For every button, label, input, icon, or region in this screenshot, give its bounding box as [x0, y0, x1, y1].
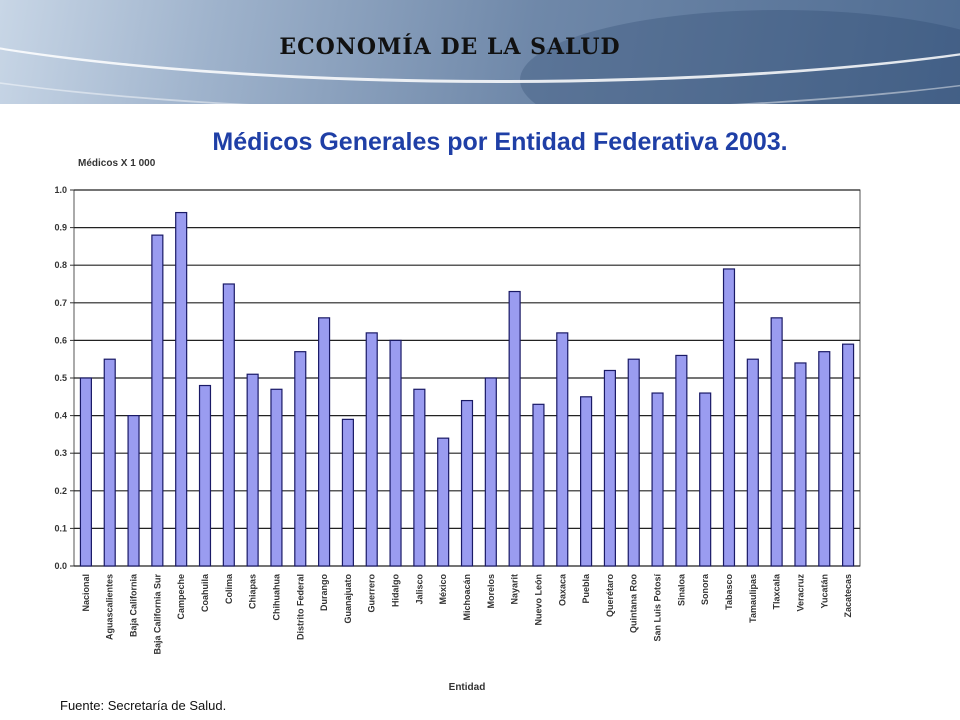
y-axis-label: Médicos X 1 000 [78, 158, 156, 169]
y-tick-label: 0.7 [54, 298, 67, 308]
x-tick-label: Puebla [581, 573, 591, 604]
x-tick-label: Quintana Roo [629, 574, 639, 633]
x-tick-label: Hidalgo [391, 573, 401, 607]
banner-title: ECONOMÍA DE LA SALUD [279, 34, 621, 60]
x-tick-label: Yucatán [819, 574, 829, 609]
bar-chihuahua [270, 388, 283, 567]
bar-nayarit [508, 290, 521, 567]
bar-méxico [437, 437, 450, 567]
bar-guerrero [365, 332, 378, 567]
bar-san-luis-potosí [651, 392, 664, 567]
x-tick-label: Baja California [129, 573, 139, 637]
bar-querétaro [603, 369, 616, 567]
x-tick-label: Aguascalientes [105, 574, 115, 640]
bar-veracruz [794, 362, 807, 567]
x-tick-label: Nacional [81, 574, 91, 612]
x-tick-label: Zacatecas [843, 574, 853, 618]
y-tick-label: 0.8 [54, 260, 67, 270]
y-tick-label: 0.1 [54, 523, 67, 533]
x-tick-label: Coahuila [200, 573, 210, 612]
bar-campeche [175, 211, 188, 567]
bar-baja-california [127, 415, 140, 567]
x-tick-label: Nayarit [510, 574, 520, 605]
x-tick-label: Chihuahua [271, 573, 281, 620]
tick-labels: 0.0 0.1 0.2 0.3 0.4 0.5 0.6 0.7 0.8 0.9 1.0 Naciona… [54, 185, 853, 655]
bar-aguascalientes [103, 358, 116, 567]
x-tick-label: Tamaulipas [748, 574, 758, 623]
bar-nacional [79, 377, 92, 567]
x-tick-label: Chiapas [248, 574, 258, 609]
chart-title: Médicos Generales por Entidad Federativa… [212, 128, 788, 156]
y-tick-label: 0.3 [54, 448, 67, 458]
bar-guanajuato [341, 418, 354, 567]
y-tick-label: 0.9 [54, 223, 67, 233]
x-tick-label: Jalisco [414, 574, 424, 605]
x-tick-label: Oaxaca [557, 573, 567, 606]
y-tick-label: 0.0 [54, 561, 67, 571]
y-tick-label: 0.2 [54, 486, 67, 496]
x-axis-label: Entidad [449, 682, 486, 693]
bar-colima [222, 283, 235, 567]
bar-baja-california-sur [151, 234, 164, 567]
bar-tlaxcala [770, 317, 783, 567]
bars [79, 211, 855, 567]
bar-distrito-federal [294, 351, 307, 567]
bar-hidalgo [389, 339, 402, 567]
bar-oaxaca [556, 332, 569, 567]
x-tick-label: Querétaro [605, 573, 615, 617]
bar-coahuila [198, 384, 212, 567]
bar-tamaulipas [746, 358, 759, 567]
y-tick-label: 1.0 [54, 185, 67, 195]
source-note: Fuente: Secretaría de Salud. [60, 698, 227, 713]
x-tick-label: Sinaloa [676, 573, 686, 606]
y-tick-label: 0.4 [54, 411, 67, 421]
bar-durango [318, 317, 331, 567]
x-tick-label: Veracruz [795, 574, 805, 612]
bar-michoacán [460, 399, 474, 567]
x-tick-label: Nuevo León [533, 574, 543, 626]
x-tick-label: Guerrero [367, 573, 377, 612]
bar-puebla [580, 396, 593, 567]
x-tick-label: Tabasco [724, 574, 734, 610]
bar-nuevo-león [532, 403, 545, 567]
bar-chiapas [246, 373, 259, 567]
bar-sinaloa [675, 354, 688, 567]
bar-sonora [699, 392, 712, 567]
bar-morelos [484, 377, 497, 567]
x-tick-label: Durango [319, 574, 329, 612]
x-tick-label: Distrito Federal [295, 574, 305, 640]
x-tick-label: Campeche [176, 574, 186, 620]
x-tick-label: Colima [224, 573, 234, 604]
bar-yucatán [818, 351, 831, 567]
y-tick-label: 0.6 [54, 335, 67, 345]
header-banner: ECONOMÍA DE LA SALUD [0, 0, 960, 104]
bar-tabasco [722, 268, 736, 567]
bar-zacatecas [842, 343, 855, 567]
x-tick-label: Sonora [700, 573, 710, 605]
x-tick-label: Morelos [486, 574, 496, 609]
banner-swoosh [0, 0, 960, 83]
y-tick-label: 0.5 [54, 373, 67, 383]
bar-quintana-roo [627, 358, 640, 567]
bar-jalisco [413, 388, 426, 567]
x-tick-label: México [438, 574, 448, 605]
x-tick-label: San Luis Potosí [653, 574, 663, 642]
x-tick-label: Baja California Sur [152, 574, 162, 655]
x-tick-label: Tlaxcala [772, 573, 782, 610]
x-tick-label: Guanajuato [343, 574, 353, 624]
x-tick-label: Michoacán [462, 574, 472, 621]
